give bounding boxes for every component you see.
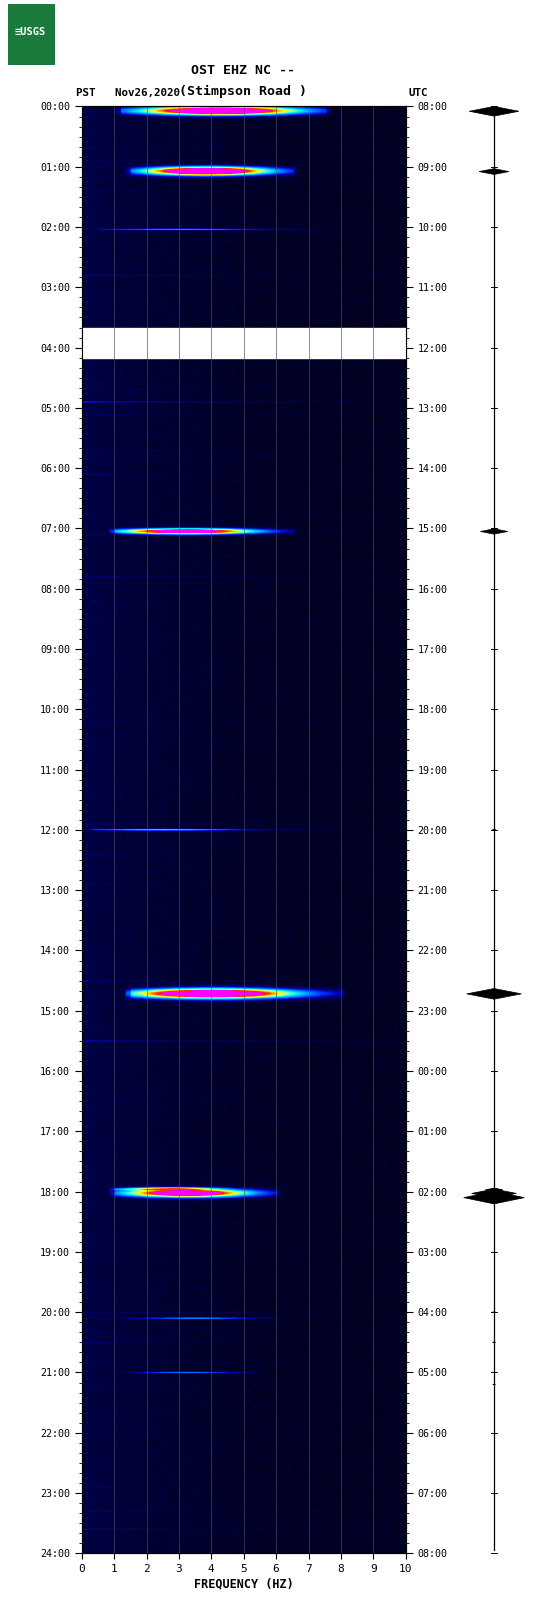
Text: OST EHZ NC --: OST EHZ NC -- [191,63,295,77]
X-axis label: FREQUENCY (HZ): FREQUENCY (HZ) [194,1578,294,1590]
Text: UTC: UTC [408,87,428,97]
Text: PST   Nov26,2020: PST Nov26,2020 [76,87,180,97]
Text: ≡USGS: ≡USGS [14,27,46,37]
Text: (Stimpson Road ): (Stimpson Road ) [179,84,307,97]
Bar [82,329,406,358]
